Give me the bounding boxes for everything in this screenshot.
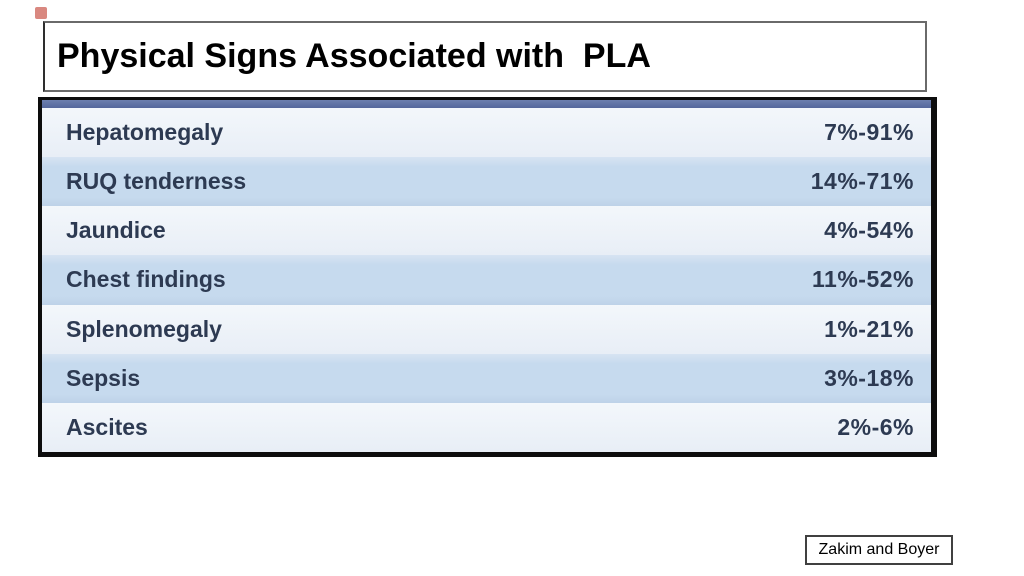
table-row: Chest findings 11%-52% <box>42 255 931 305</box>
physical-signs-table: Hepatomegaly 7%-91% RUQ tenderness 14%-7… <box>38 97 937 457</box>
range-cell: 4%-54% <box>824 217 914 244</box>
table-row: Jaundice 4%-54% <box>42 206 931 256</box>
sign-cell: Splenomegaly <box>66 315 222 342</box>
table-header-strip <box>42 100 931 108</box>
range-cell: 11%-52% <box>812 266 914 293</box>
sign-cell: RUQ tenderness <box>66 168 247 195</box>
range-cell: 14%-71% <box>810 168 914 195</box>
sign-cell: Sepsis <box>66 364 141 391</box>
red-accent-mark <box>35 7 47 19</box>
title-box: Physical Signs Associated with PLA <box>43 21 927 92</box>
table-row: Ascites 2%-6% <box>42 402 931 452</box>
range-cell: 1%-21% <box>824 315 914 342</box>
table-row: Hepatomegaly 7%-91% <box>42 108 931 158</box>
table-row: Sepsis 3%-18% <box>42 353 931 403</box>
table-rows: Hepatomegaly 7%-91% RUQ tenderness 14%-7… <box>42 108 931 452</box>
citation-box: Zakim and Boyer <box>805 535 953 565</box>
range-cell: 7%-91% <box>824 119 914 146</box>
range-cell: 2%-6% <box>837 413 914 440</box>
sign-cell: Ascites <box>66 413 148 440</box>
sign-cell: Jaundice <box>66 217 166 244</box>
table-row: RUQ tenderness 14%-71% <box>42 157 931 207</box>
range-cell: 3%-18% <box>824 364 914 391</box>
table-row: Splenomegaly 1%-21% <box>42 304 931 354</box>
sign-cell: Chest findings <box>66 266 226 293</box>
sign-cell: Hepatomegaly <box>66 119 224 146</box>
citation-text: Zakim and Boyer <box>818 541 940 558</box>
page-title: Physical Signs Associated with PLA <box>57 37 651 75</box>
